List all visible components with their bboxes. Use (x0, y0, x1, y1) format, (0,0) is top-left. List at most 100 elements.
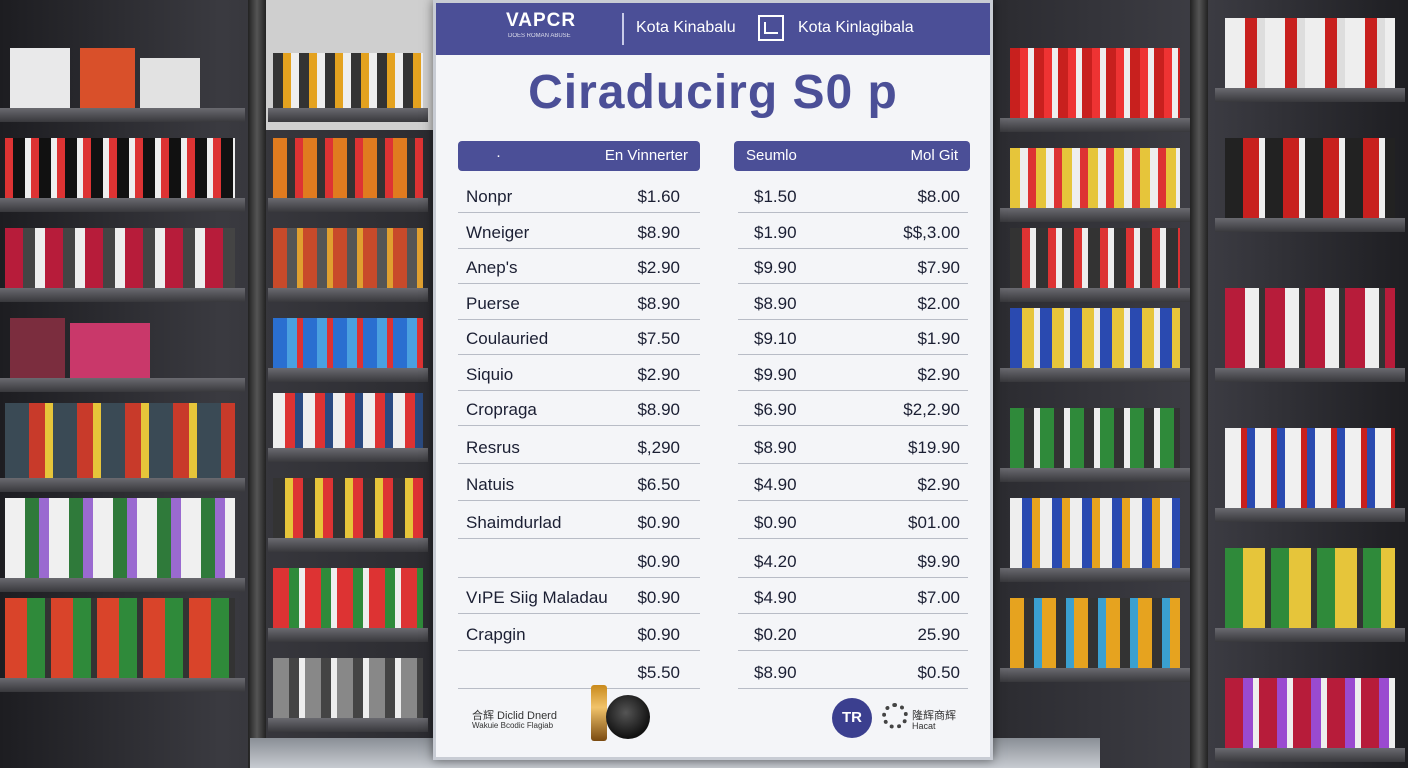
row-divider (738, 500, 968, 501)
shelf (1215, 428, 1405, 522)
shelf (1000, 48, 1190, 132)
row-divider (738, 390, 968, 391)
price-value-b: $1.90 (917, 329, 960, 348)
shelf (1000, 300, 1190, 382)
price-row: Coulauried $7.50 (458, 325, 700, 355)
price-value-a: $9.10 (754, 329, 797, 348)
price-value-b: $2.00 (917, 294, 960, 313)
header-divider (622, 13, 624, 45)
price-row: Resrus $,290 (458, 434, 700, 464)
price-value-b: $8.00 (917, 187, 960, 206)
row-divider (458, 577, 700, 578)
footer-company-name: 合辉 Diclid Dnerd (472, 710, 557, 722)
price-value-a: $4.20 (754, 552, 797, 571)
price-row: Puerse $8.90 (458, 290, 700, 320)
price-row: $0.20 25.90 (738, 621, 968, 651)
price-row: VıPE Siig Maladau $0.90 (458, 584, 700, 614)
shelf (268, 220, 428, 302)
row-divider (458, 354, 700, 355)
location-label: Kota Kinabalu (636, 19, 736, 36)
price-value-b: $2.90 (917, 365, 960, 384)
footer-partner-sub: Hacat (912, 721, 936, 731)
price-row: $9.90 $2.90 (738, 361, 968, 391)
sign-title: Ciraducirg S0 p (528, 66, 898, 119)
sign-header: VAPCR DOES ROMAN ABUSE Kota Kinabalu Kot… (436, 3, 990, 55)
price-value-a: $4.90 (754, 475, 797, 494)
price-value-b: $2,2.90 (903, 400, 960, 419)
price-row: $8.90 $0.50 (738, 659, 968, 689)
product-price: $2.90 (637, 258, 680, 277)
product-name: Siquio (466, 365, 514, 384)
footer-logo: TR (832, 698, 872, 738)
shelf (0, 310, 245, 392)
vape-bottle-icon (591, 685, 607, 741)
shelf (1215, 548, 1405, 642)
shelf (1000, 498, 1190, 582)
row-divider (458, 390, 700, 391)
shelf (268, 470, 428, 552)
left-column-header-a: · (496, 147, 501, 164)
price-sign: VAPCR DOES ROMAN ABUSE Kota Kinabalu Kot… (433, 0, 993, 760)
product-price: $1.60 (637, 187, 680, 206)
shelf (268, 130, 428, 212)
price-row: Siquio $2.90 (458, 361, 700, 391)
product-name: Puerse (466, 294, 520, 313)
price-row: $4.90 $7.00 (738, 584, 968, 614)
price-value-a: $8.90 (754, 663, 797, 682)
price-row: $0.90 $01.00 (738, 509, 968, 539)
price-row: Cropraga $8.90 (458, 396, 700, 426)
price-value-a: $1.50 (754, 187, 797, 206)
product-price: $5.50 (637, 663, 680, 682)
product-name: Nonpr (466, 187, 513, 206)
location-label-secondary: Kota Kinlagibala (798, 19, 914, 36)
product-price: $6.50 (637, 475, 680, 494)
shelf (1000, 598, 1190, 682)
row-divider (458, 500, 700, 501)
price-row: $4.90 $2.90 (738, 471, 968, 501)
shelf (268, 40, 428, 122)
price-value-b: $$,3.00 (903, 223, 960, 242)
right-column-header-b: Mol Git (910, 147, 958, 164)
row-divider (458, 319, 700, 320)
price-row: $1.90 $$,3.00 (738, 219, 968, 249)
product-price: $0.90 (637, 625, 680, 644)
shelf (0, 498, 245, 592)
vape-device-icon (606, 695, 650, 739)
left-store-shelves (0, 0, 440, 768)
product-name: Anep's (466, 258, 518, 277)
price-row: $0.90 (458, 548, 700, 578)
product-price: $7.50 (637, 329, 680, 348)
price-row: $1.50 $8.00 (738, 183, 968, 213)
price-row: Natuis $6.50 (458, 471, 700, 501)
row-divider (458, 688, 700, 689)
price-value-a: $4.90 (754, 588, 797, 607)
shelf (268, 650, 428, 732)
price-value-a: $0.90 (754, 513, 797, 532)
footer-company-sub: Wakuie Bcodic Flagiab (472, 721, 554, 730)
price-row: $9.10 $1.90 (738, 325, 968, 355)
row-divider (458, 425, 700, 426)
shelf (1215, 138, 1405, 232)
product-price: $8.90 (637, 223, 680, 242)
price-value-b: $2.90 (917, 475, 960, 494)
product-name: Natuis (466, 475, 515, 494)
price-row: $8.90 $2.00 (738, 290, 968, 320)
brand-tagline: DOES ROMAN ABUSE (508, 33, 571, 39)
shelf (1000, 220, 1190, 302)
row-divider (738, 577, 968, 578)
shelf-post (1190, 0, 1208, 768)
product-price: $8.90 (637, 400, 680, 419)
left-column-header: · En Vinnerter (458, 141, 700, 171)
shelf (0, 130, 245, 212)
row-divider (458, 650, 700, 651)
product-price: $0.90 (637, 552, 680, 571)
right-store-shelves (990, 0, 1408, 768)
shelf (1215, 678, 1405, 762)
price-row: Anep's $2.90 (458, 254, 700, 284)
store-icon (758, 15, 784, 41)
shelf (268, 300, 428, 382)
price-value-b: $0.50 (917, 663, 960, 682)
left-column-header-b: En Vinnerter (604, 147, 688, 164)
shelf (1000, 400, 1190, 482)
price-row: $4.20 $9.90 (738, 548, 968, 578)
